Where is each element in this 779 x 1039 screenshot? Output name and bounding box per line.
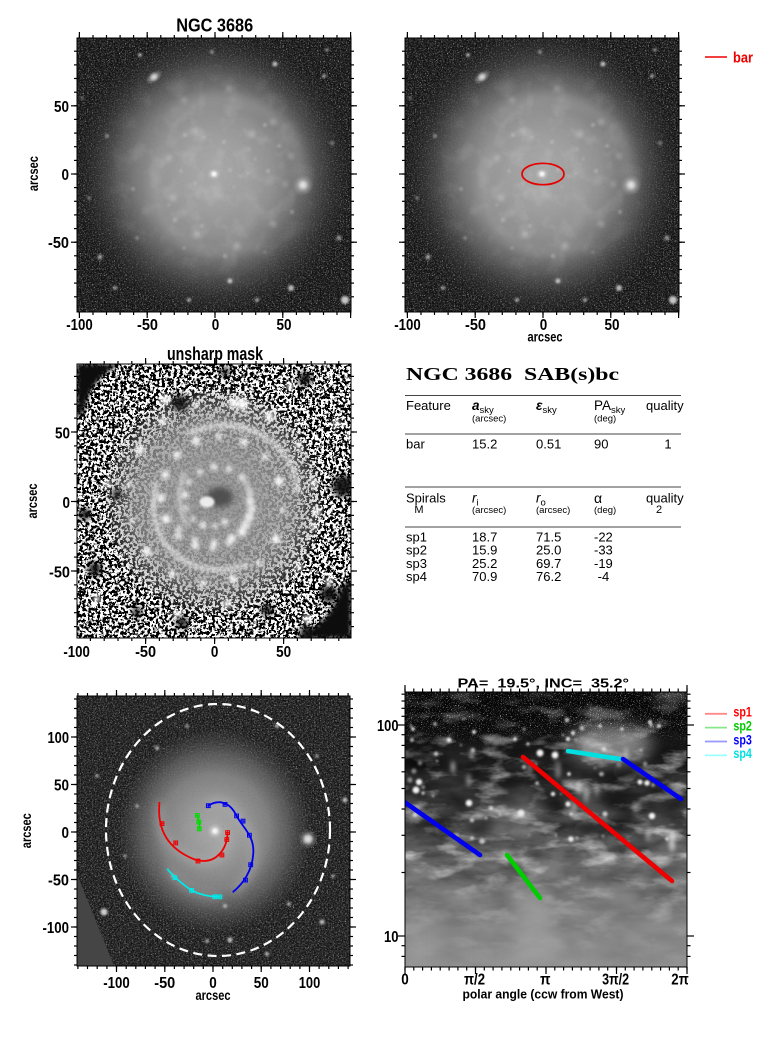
svg-text:-33: -33 <box>594 543 613 558</box>
svg-text:0: 0 <box>211 644 219 661</box>
svg-text:0: 0 <box>212 317 220 334</box>
svg-text:Feature: Feature <box>406 398 451 413</box>
svg-text:(arcsec): (arcsec) <box>536 505 570 516</box>
svg-text:ri: ri <box>472 491 479 509</box>
svg-text:0: 0 <box>62 825 70 842</box>
svg-text:NGC 3686: NGC 3686 <box>176 16 253 36</box>
svg-text:Spirals: Spirals <box>406 491 446 506</box>
svg-text:50: 50 <box>605 317 620 334</box>
svg-text:18.7: 18.7 <box>472 530 497 545</box>
svg-text:-50: -50 <box>137 317 158 334</box>
svg-text:bar: bar <box>406 437 425 452</box>
svg-text:sp2: sp2 <box>406 543 427 558</box>
svg-text:quality: quality <box>646 398 684 413</box>
svg-text:α: α <box>594 490 602 506</box>
svg-text:-50: -50 <box>49 564 70 581</box>
svg-text:0: 0 <box>401 972 409 989</box>
svg-text:(arcsec): (arcsec) <box>472 414 506 425</box>
svg-text:0: 0 <box>62 167 70 184</box>
svg-text:50: 50 <box>55 425 70 442</box>
svg-text:50: 50 <box>254 975 269 992</box>
svg-text:70.9: 70.9 <box>472 569 497 584</box>
svg-text:arcsec: arcsec <box>528 329 563 345</box>
svg-text:76.2: 76.2 <box>536 569 561 584</box>
svg-text:quality: quality <box>646 491 684 506</box>
svg-text:-50: -50 <box>465 317 486 334</box>
svg-text:sp4: sp4 <box>406 569 427 584</box>
svg-text:bar: bar <box>733 50 753 67</box>
svg-text:sp1: sp1 <box>406 530 427 545</box>
svg-text:-100: -100 <box>394 317 421 334</box>
svg-text:15.9: 15.9 <box>472 543 497 558</box>
svg-text:-50: -50 <box>135 644 156 661</box>
svg-text:-100: -100 <box>43 920 70 937</box>
svg-text:π/2: π/2 <box>464 972 485 989</box>
svg-text:100: 100 <box>377 718 399 735</box>
svg-text:arcsec: arcsec <box>18 813 34 848</box>
svg-text:PA= 19.5°, INC= 35.2°: PA= 19.5°, INC= 35.2° <box>458 676 630 691</box>
svg-text:50: 50 <box>54 99 69 116</box>
svg-text:0: 0 <box>540 317 548 334</box>
svg-text:50: 50 <box>54 778 69 795</box>
svg-text:100: 100 <box>48 730 70 747</box>
svg-text:-50: -50 <box>48 873 69 890</box>
svg-text:50: 50 <box>276 644 291 661</box>
svg-text:0: 0 <box>209 975 217 992</box>
svg-text:-22: -22 <box>594 530 613 545</box>
svg-text:π: π <box>540 972 551 989</box>
svg-text:εsky: εsky <box>536 398 557 416</box>
svg-text:100: 100 <box>299 975 321 992</box>
svg-text:arcsec: arcsec <box>25 156 41 191</box>
svg-text:-100: -100 <box>66 317 93 334</box>
svg-text:3π/2: 3π/2 <box>602 972 629 989</box>
svg-text:sp4: sp4 <box>733 746 752 761</box>
svg-text:M: M <box>414 504 423 516</box>
svg-text:sp1: sp1 <box>733 705 752 720</box>
svg-text:2π: 2π <box>671 972 689 989</box>
svg-text:(arcsec): (arcsec) <box>472 505 506 516</box>
svg-text:sp3: sp3 <box>733 732 752 747</box>
svg-text:10: 10 <box>384 929 399 946</box>
svg-text:-19: -19 <box>594 556 613 571</box>
svg-text:unsharp mask: unsharp mask <box>167 344 264 364</box>
svg-text:sp2: sp2 <box>733 718 752 733</box>
svg-text:polar angle (ccw from West): polar angle (ccw from West) <box>463 987 624 1002</box>
svg-text:0.51: 0.51 <box>536 437 561 452</box>
svg-text:25.0: 25.0 <box>536 543 561 558</box>
svg-text:-4: -4 <box>594 569 609 584</box>
svg-text:15.2: 15.2 <box>472 437 497 452</box>
svg-text:69.7: 69.7 <box>536 556 561 571</box>
svg-text:25.2: 25.2 <box>472 556 497 571</box>
svg-text:-100: -100 <box>63 644 90 661</box>
svg-text:1: 1 <box>664 437 671 452</box>
svg-text:-50: -50 <box>48 235 69 252</box>
svg-text:2: 2 <box>656 504 662 516</box>
svg-text:-100: -100 <box>103 975 130 992</box>
svg-text:(deg): (deg) <box>594 505 616 516</box>
svg-text:-50: -50 <box>154 975 175 992</box>
svg-text:arcsec: arcsec <box>24 483 40 518</box>
svg-text:sp3: sp3 <box>406 556 427 571</box>
svg-text:0: 0 <box>63 495 71 512</box>
svg-text:71.5: 71.5 <box>536 530 561 545</box>
svg-text:90: 90 <box>594 437 608 452</box>
svg-text:ro: ro <box>536 491 546 509</box>
svg-text:(deg): (deg) <box>594 414 616 425</box>
svg-text:arcsec: arcsec <box>196 987 231 1003</box>
svg-text:NGC 3686 SAB(s)bc: NGC 3686 SAB(s)bc <box>406 364 619 384</box>
svg-text:50: 50 <box>277 317 292 334</box>
